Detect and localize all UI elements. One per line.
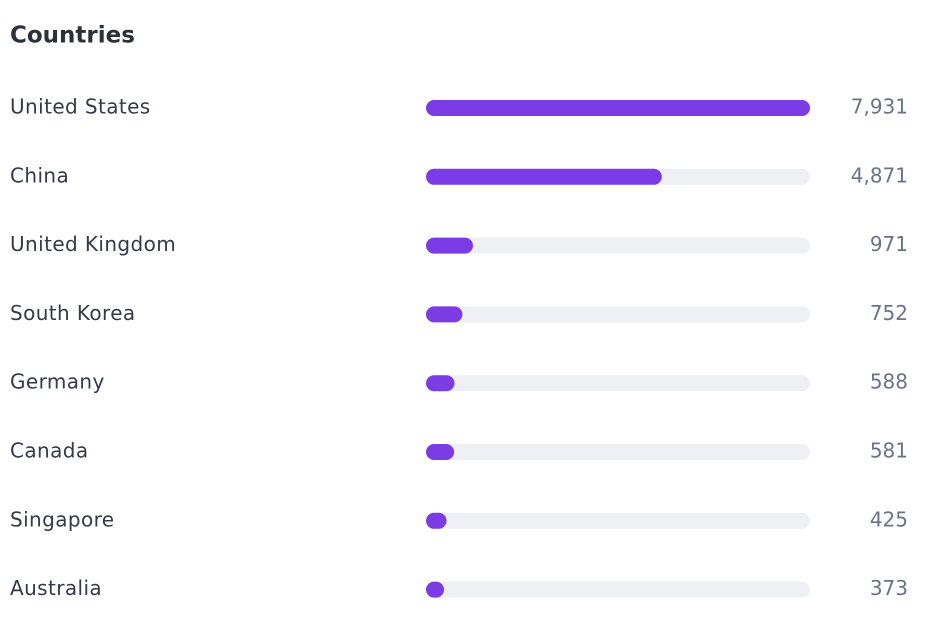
bar: [426, 375, 455, 392]
value-label: 971: [870, 232, 908, 256]
country-label: Singapore: [10, 507, 115, 531]
country-label: United Kingdom: [10, 232, 176, 256]
country-label: Germany: [10, 370, 105, 394]
value-label: 752: [870, 301, 908, 325]
bar-track: [426, 306, 810, 323]
bar-track: [426, 512, 810, 529]
bar: [426, 168, 662, 185]
bar-track: [426, 237, 810, 254]
panel-title: Countries: [10, 23, 135, 49]
bar: [426, 512, 447, 529]
country-label: China: [10, 163, 69, 187]
bar: [426, 237, 474, 254]
bar: [426, 100, 810, 116]
value-label: 7,931: [851, 95, 908, 119]
country-label: South Korea: [10, 301, 136, 325]
value-label: 588: [870, 370, 908, 394]
bar-track: [426, 581, 810, 598]
country-label: Canada: [10, 439, 89, 463]
value-label: 581: [870, 439, 908, 463]
value-label: 4,871: [851, 163, 908, 187]
country-label: Australia: [10, 576, 102, 600]
value-label: 373: [870, 576, 908, 600]
bar-track: [426, 444, 810, 460]
value-label: 425: [870, 507, 908, 531]
bar: [426, 444, 455, 460]
bar-track: [426, 375, 810, 392]
country-label: United States: [10, 95, 151, 119]
bar: [426, 581, 445, 598]
bar: [426, 306, 463, 323]
